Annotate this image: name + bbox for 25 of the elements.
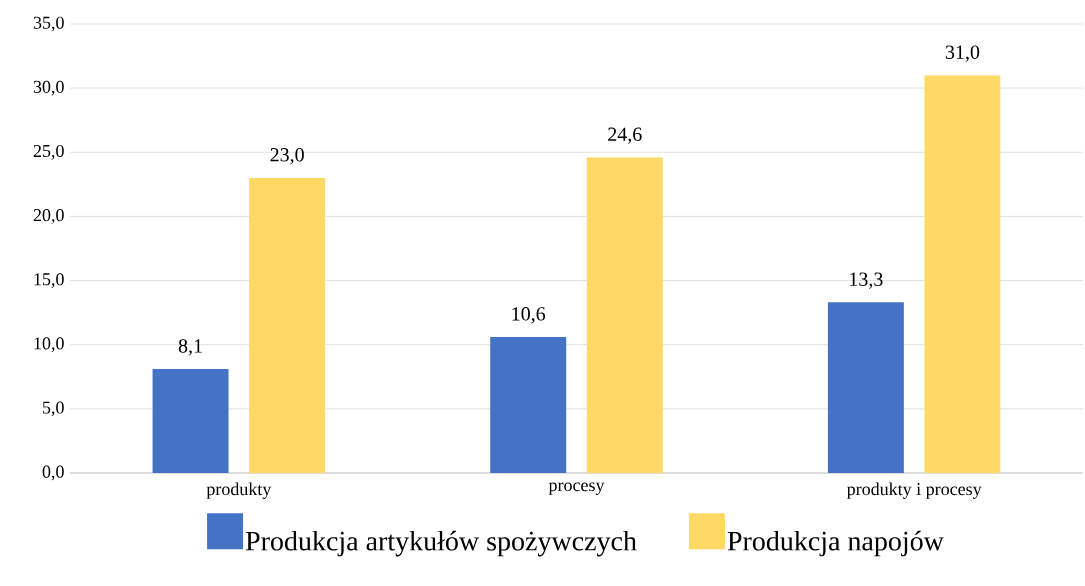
x-tick-label: procesy [548,482,605,495]
y-tick-label: 10,0 [34,337,64,353]
bar [827,302,904,473]
bar [152,369,229,473]
legend-label: Produkcja napojów [727,530,944,557]
data-label: 31,0 [945,45,980,62]
y-tick-label: 15,0 [34,273,64,288]
y-tick-label: 20,0 [33,209,64,224]
bar [249,177,326,473]
data-label: 13,3 [850,272,883,289]
x-tick-label: produkty i procesy [846,482,982,499]
y-tick-label: 5,0 [43,401,64,417]
data-label: 23,0 [270,148,304,165]
bar [490,337,567,473]
y-tick-label: 0,0 [42,465,64,481]
data-label: 24,6 [608,127,642,144]
legend-label: Produkcja artykułów spożywczych [245,530,637,557]
bar [586,157,663,473]
bar [924,75,1001,473]
y-tick-label: 25,0 [33,144,64,160]
x-tick-label: produkty [206,482,272,499]
data-label: 8,1 [178,339,202,356]
data-label: 10,6 [512,307,546,324]
y-tick-label: 35,0 [33,16,64,32]
y-tick-label: 30,0 [33,80,64,96]
